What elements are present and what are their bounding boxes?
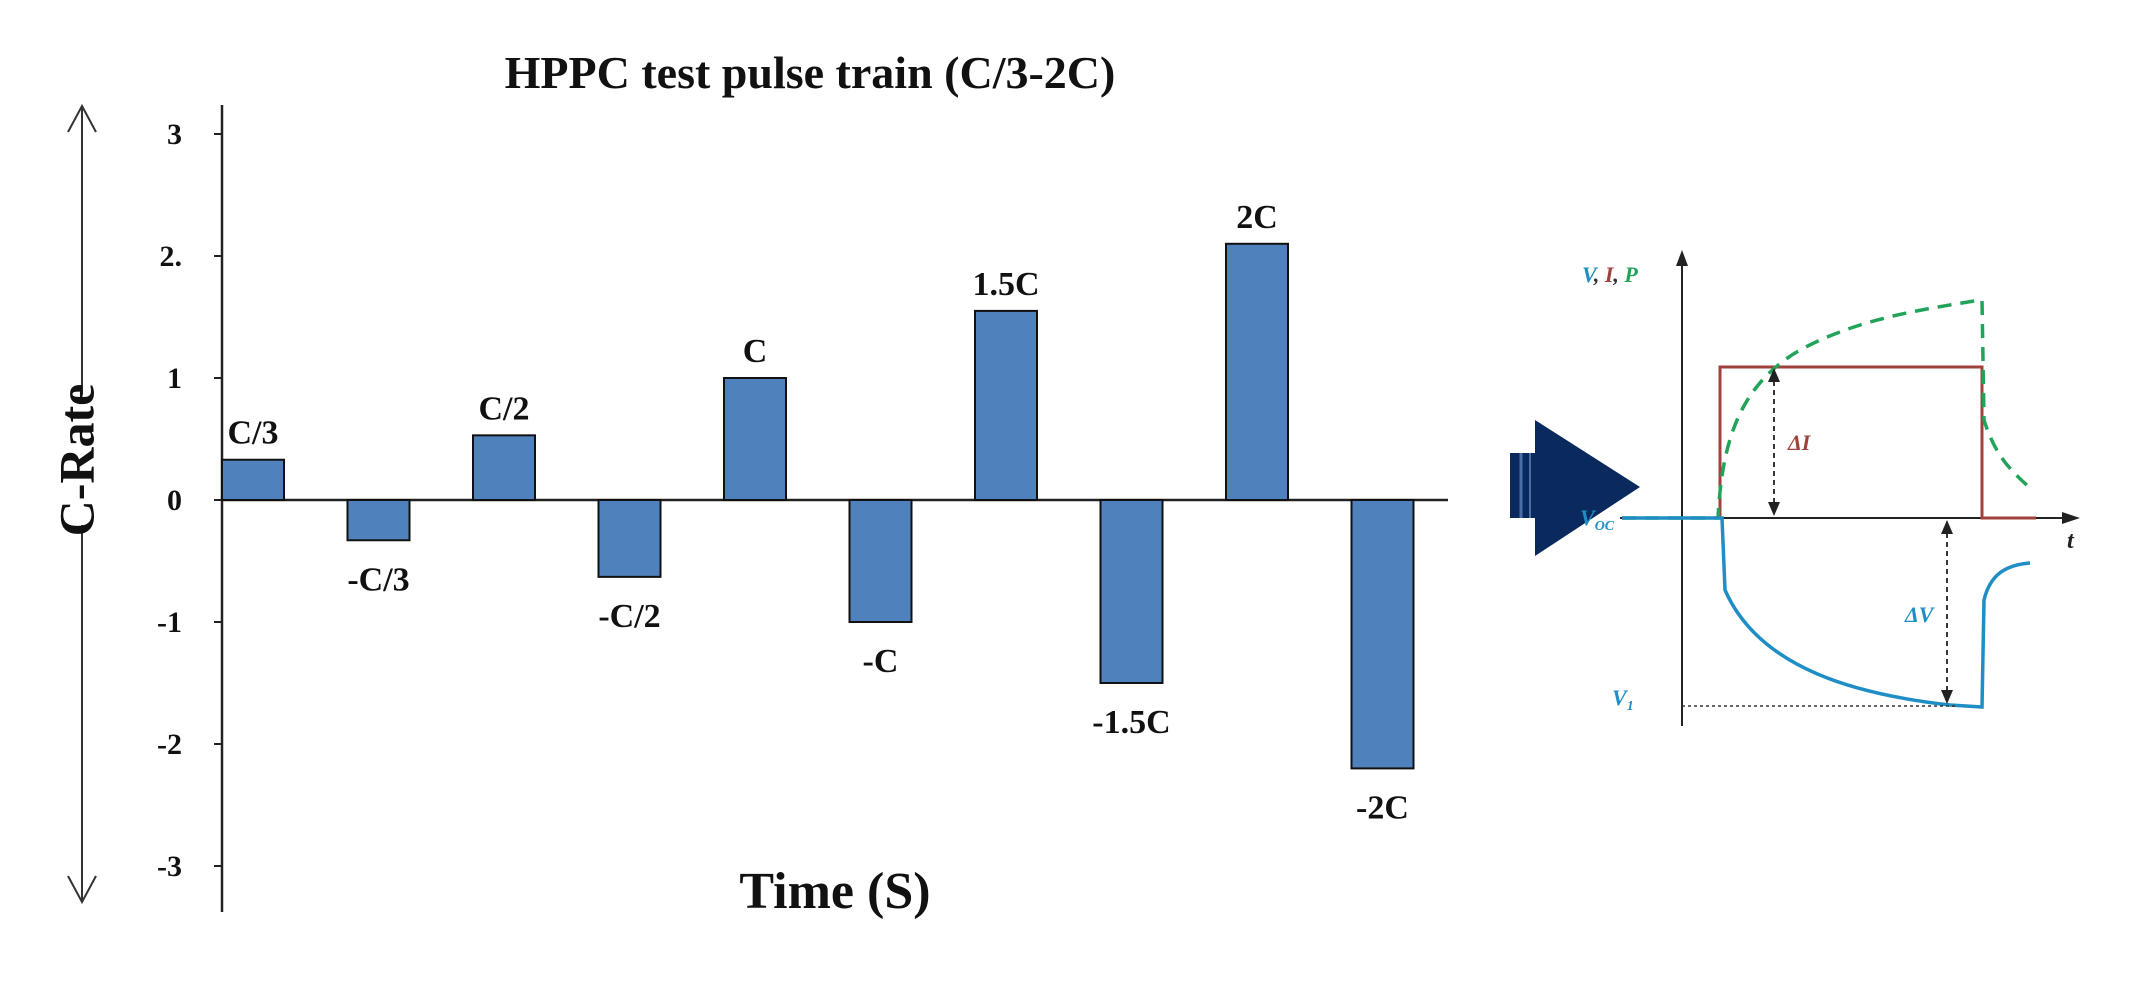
voc-label: VOC: [1580, 505, 1615, 534]
bar-label: C: [743, 333, 768, 370]
v1-main: V: [1612, 685, 1629, 710]
x-axis-label: Time (S): [739, 863, 930, 920]
pulse-response-diagram: V, I, P t VOC V1 ΔI ΔV: [1580, 250, 2080, 726]
delta-v-down-arrowhead-icon: [1941, 690, 1953, 704]
y-tick-label: 2.: [160, 240, 183, 273]
delta-v-up-arrowhead-icon: [1941, 520, 1953, 534]
hppc-bar-chart: HPPC test pulse train (C/3-2C) C-Rate 3 2…: [48, 47, 1448, 920]
bar-label: C/3: [228, 415, 279, 452]
y-tick-label: -1: [157, 606, 182, 639]
y-tick-label: -3: [157, 850, 182, 883]
v1-sub: 1: [1627, 699, 1634, 714]
bar-label: -1.5C: [1092, 704, 1170, 741]
bar-label: 1.5C: [972, 266, 1039, 303]
bar: [974, 309, 1038, 501]
comma-1: ,: [1593, 262, 1605, 287]
bar: [221, 458, 285, 501]
y-tick-label: 1: [167, 362, 182, 395]
bar: [1350, 499, 1415, 770]
diagram-x-axis-label: t: [2067, 528, 2075, 554]
power-dashed-line: [1622, 298, 2032, 520]
bar-label: -C: [863, 643, 899, 680]
down-arrowhead-icon: [67, 875, 97, 905]
diagram-y-axis-label: V, I, P: [1582, 262, 1638, 287]
bar: [1099, 499, 1164, 684]
bar: [597, 499, 662, 578]
bar-label: -C/3: [347, 561, 409, 598]
y-axis-label: C-Rate: [48, 384, 104, 537]
bar-label: 2C: [1236, 199, 1278, 236]
bar: [1225, 242, 1289, 502]
comma-2: ,: [1612, 262, 1624, 287]
delta-i-up-arrowhead-icon: [1768, 368, 1780, 382]
diagram-x-arrowhead-icon: [2062, 512, 2080, 524]
bar-label: C/2: [479, 390, 530, 427]
voltage-line: [1622, 516, 2031, 709]
i-symbol: I: [1604, 262, 1615, 287]
right-arrow-icon: [1510, 420, 1640, 556]
delta-i-down-arrowhead-icon: [1768, 502, 1780, 516]
bar-label: -2C: [1356, 789, 1409, 826]
bar: [848, 499, 913, 623]
bars: [221, 242, 1415, 770]
arrow-body: [1510, 420, 1640, 556]
chart-title: HPPC test pulse train (C/3-2C): [505, 47, 1116, 98]
diagram-y-arrowhead-icon: [1676, 250, 1688, 266]
y-tick-label: 0: [167, 484, 182, 517]
delta-i-label: ΔI: [1787, 430, 1812, 455]
bar: [723, 377, 787, 501]
bar: [472, 434, 536, 501]
bar-label: -C/2: [598, 598, 660, 635]
p-symbol: P: [1623, 262, 1638, 287]
bar: [346, 499, 411, 542]
y-ticks: 3 2. 1 0 -1 -2 -3: [157, 118, 222, 883]
bar-labels: C/3 -C/3 C/2 -C/2 C -C 1.5C -1.5C 2C -2C: [228, 199, 1409, 827]
y-tick-label: -2: [157, 728, 182, 761]
y-tick-label: 3: [167, 118, 182, 151]
v1-label: V1: [1612, 685, 1634, 714]
voc-sub: OC: [1595, 519, 1615, 534]
voc-main: V: [1580, 505, 1597, 530]
up-arrowhead-icon: [67, 103, 97, 133]
current-pulse-line: [1622, 365, 2036, 520]
delta-v-label: ΔV: [1904, 602, 1936, 627]
